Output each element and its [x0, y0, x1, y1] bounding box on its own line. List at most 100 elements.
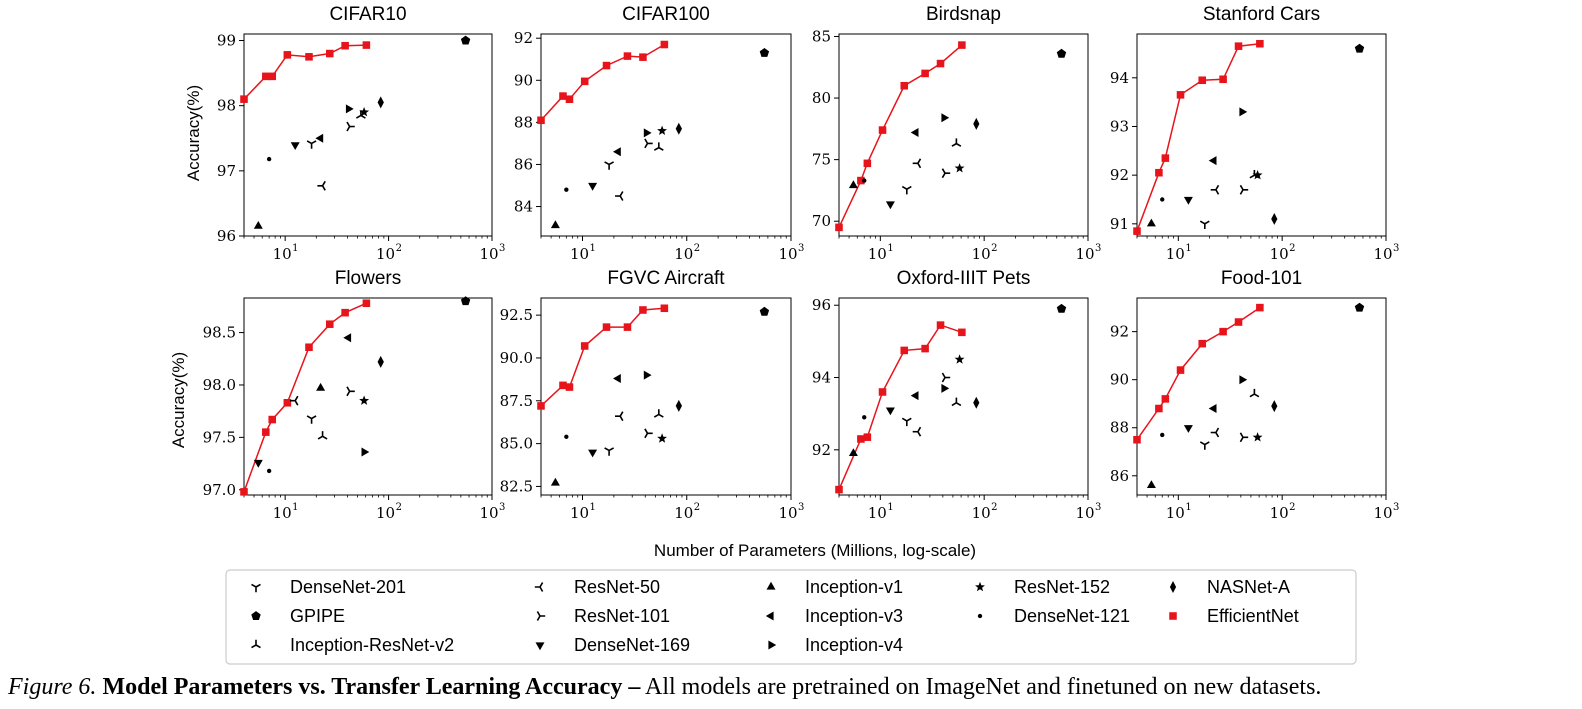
legend-marker	[1169, 612, 1177, 620]
data-point	[675, 399, 682, 412]
data-point	[1256, 39, 1264, 48]
legend-marker	[768, 640, 777, 650]
data-point	[1219, 327, 1227, 336]
series-resnet-50	[912, 426, 922, 437]
data-point	[657, 433, 667, 443]
series-gpipe	[1056, 303, 1067, 313]
data-point	[660, 304, 669, 313]
legend-item-inception-v4: Inception-v4	[768, 635, 903, 655]
y-tick-label: 99	[217, 32, 236, 50]
series-densenet-121	[1160, 197, 1165, 202]
data-point	[346, 386, 355, 397]
series-resnet-50	[1210, 184, 1220, 195]
data-point	[341, 41, 349, 50]
x-tick-exponent: 1	[589, 502, 595, 513]
series-gpipe	[1354, 43, 1365, 53]
x-tick-exponent: 2	[991, 502, 997, 513]
caption-title: Model Parameters vs. Transfer Learning A…	[102, 674, 641, 700]
series-inception-v4	[941, 113, 950, 123]
series-gpipe	[1056, 48, 1067, 58]
data-point	[268, 72, 277, 81]
legend-marker	[251, 639, 261, 649]
x-tick-exponent: 2	[991, 243, 997, 254]
legend-item-densenet-169: DenseNet-169	[535, 635, 690, 655]
legend-marker	[251, 611, 261, 620]
caption-label: Figure 6.	[8, 674, 97, 700]
series-nasnet-a	[377, 96, 384, 109]
y-tick-label: 97	[217, 162, 236, 180]
series-line	[1136, 42, 1260, 232]
data-point	[613, 374, 621, 383]
plot-frame	[1136, 33, 1387, 237]
data-point	[951, 397, 962, 407]
x-tick-label: 10	[868, 245, 887, 263]
data-point	[1239, 375, 1248, 385]
data-point	[559, 381, 567, 390]
series-resnet-152	[1252, 432, 1263, 442]
series-inception-v1	[1146, 480, 1156, 488]
y-tick-label: 84	[514, 198, 533, 216]
x-tick-label: 10	[1075, 504, 1094, 522]
data-point	[240, 488, 248, 496]
x-tick-exponent: 1	[589, 243, 595, 254]
series-inception-v4	[1239, 107, 1248, 117]
x-tick-exponent: 1	[1185, 243, 1191, 254]
data-point	[1271, 213, 1278, 225]
series-nasnet-a	[973, 117, 980, 130]
series-efficientnet	[240, 299, 371, 496]
series-densenet-169	[588, 182, 598, 191]
data-point	[377, 96, 384, 109]
series-inception-v1	[848, 180, 858, 189]
data-point	[878, 388, 887, 396]
series-nasnet-a	[675, 122, 682, 135]
data-point	[1354, 302, 1365, 312]
data-point	[253, 221, 263, 229]
legend-item-densenet-121: DenseNet-121	[977, 606, 1130, 626]
legend-marker	[535, 642, 545, 651]
data-point	[1252, 432, 1263, 442]
y-axis-label-top-row: Accuracy(%)	[184, 85, 203, 181]
series-densenet-121	[266, 156, 272, 162]
x-tick-label: 10	[273, 504, 292, 522]
data-point	[588, 182, 598, 191]
data-point	[901, 185, 912, 195]
data-point	[863, 159, 872, 168]
x-tick-label: 10	[479, 245, 498, 263]
data-point	[565, 95, 574, 104]
series-densenet-121	[564, 434, 569, 439]
series-line	[1136, 306, 1261, 441]
series-densenet-201	[306, 415, 317, 424]
data-point	[863, 433, 872, 441]
y-tick-label: 90	[1110, 371, 1129, 389]
plot-frame	[838, 297, 1089, 496]
data-point	[315, 133, 324, 143]
legend-label: Inception-v1	[805, 577, 903, 597]
data-point	[921, 344, 929, 353]
series-line	[540, 307, 665, 407]
data-point	[362, 299, 371, 308]
series-inception-v1	[550, 220, 560, 229]
data-point	[1210, 184, 1220, 195]
series-resnet-101	[644, 428, 653, 439]
x-tick-exponent: 3	[1393, 502, 1399, 513]
legend-item-resnet-152: ResNet-152	[975, 577, 1110, 597]
x-tick-label: 10	[570, 504, 589, 522]
series-inception-resnet-v2	[355, 110, 366, 119]
y-tick-label: 86	[1110, 467, 1129, 485]
data-point	[1219, 75, 1227, 84]
data-point	[900, 81, 909, 90]
data-point	[653, 142, 664, 151]
data-point	[878, 126, 887, 134]
series-resnet-101	[644, 138, 653, 149]
x-tick-label: 10	[273, 245, 292, 263]
series-resnet-152	[1252, 170, 1263, 180]
x-tick-exponent: 1	[292, 243, 298, 254]
data-point	[1176, 91, 1185, 99]
x-tick-exponent: 3	[1393, 243, 1399, 254]
data-point	[588, 449, 598, 458]
data-point	[359, 107, 370, 117]
data-point	[958, 41, 966, 49]
series-resnet-152	[657, 125, 667, 135]
